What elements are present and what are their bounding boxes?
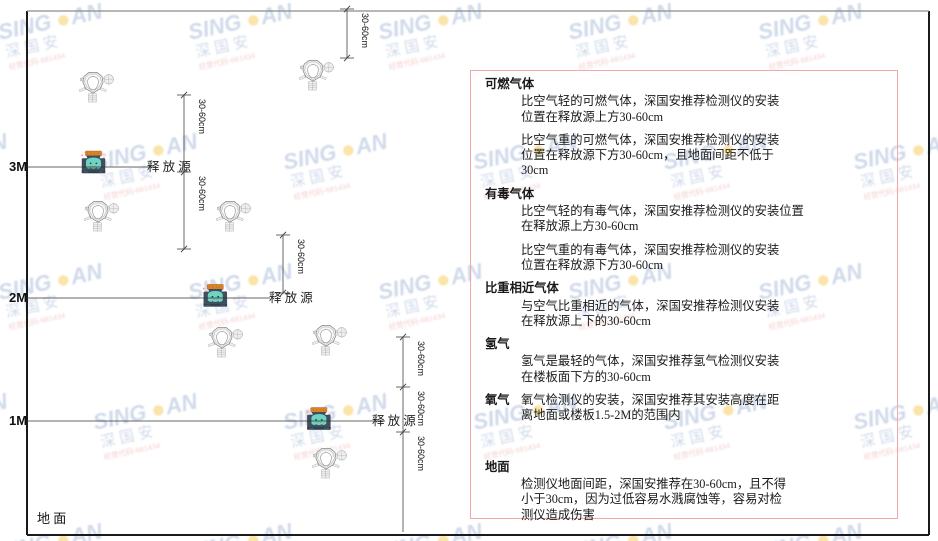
svg-text:30-60cm: 30-60cm: [416, 436, 426, 471]
svg-text:30-60cm: 30-60cm: [416, 341, 426, 376]
svg-text:30-60cm: 30-60cm: [197, 176, 207, 211]
svg-text:2M: 2M: [9, 290, 27, 305]
svg-text:3M: 3M: [9, 159, 27, 174]
svg-text:释 放 源: 释 放 源: [269, 290, 313, 305]
svg-text:30-60cm: 30-60cm: [296, 239, 306, 274]
svg-text:30-60cm: 30-60cm: [360, 13, 370, 48]
svg-text:1M: 1M: [9, 413, 27, 428]
svg-text:地 面: 地 面: [37, 511, 66, 526]
svg-text:30-60cm: 30-60cm: [416, 391, 426, 426]
svg-text:释 放 源: 释 放 源: [372, 413, 416, 428]
svg-text:30-60cm: 30-60cm: [197, 99, 207, 134]
